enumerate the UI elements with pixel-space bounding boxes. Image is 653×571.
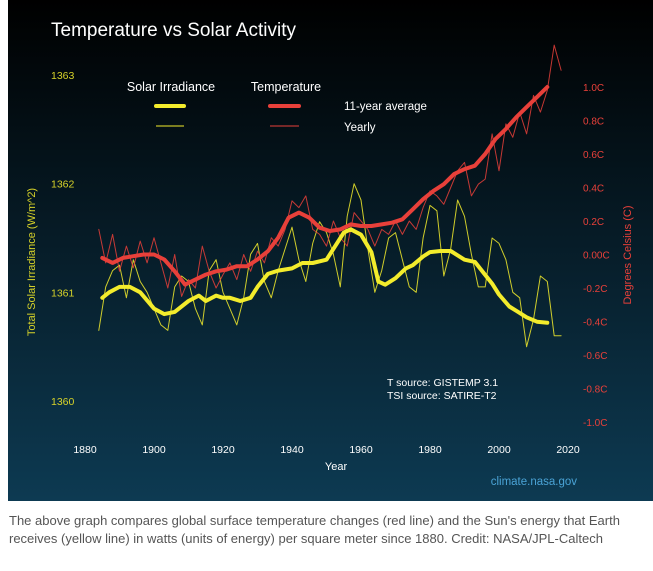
- figure-caption: The above graph compares global surface …: [9, 513, 620, 546]
- right-tick-label: 1.0C: [583, 83, 604, 94]
- x-tick-label: 2000: [487, 444, 511, 456]
- x-tick-label: 1880: [73, 444, 97, 456]
- right-tick-label: -0.4C: [583, 318, 607, 329]
- series-line-solar-yearly: [98, 183, 562, 348]
- right-tick-label: 0.6C: [583, 150, 604, 161]
- x-tick-label: 1960: [349, 444, 373, 456]
- source-annotation-tsi: TSI source: SATIRE-T2: [387, 390, 497, 402]
- x-axis-label: Year: [325, 461, 348, 473]
- left-axis-label: Total Solar Irradiance (W/m^2): [26, 188, 38, 336]
- x-tick-label: 1940: [280, 444, 304, 456]
- x-axis-ticks: 1880 1900 1920 1940 1960 1980 2000 2020: [73, 444, 580, 456]
- legend-average-label: 11-year average: [344, 101, 427, 113]
- right-tick-label: 0.8C: [583, 117, 604, 128]
- x-tick-label: 1920: [211, 444, 235, 456]
- right-tick-label: -0.2C: [583, 284, 607, 295]
- right-tick-label: -0.6C: [583, 351, 607, 362]
- left-tick-label: 1360: [51, 396, 75, 408]
- legend-yearly-label: Yearly: [344, 122, 376, 134]
- left-axis-ticks: 1360 1361 1362 1363: [51, 70, 75, 408]
- series-layer: [98, 44, 562, 348]
- right-axis-label: Degrees Celsius (C): [622, 205, 634, 304]
- chart-title: Temperature vs Solar Activity: [51, 20, 296, 41]
- left-tick-label: 1361: [51, 287, 75, 299]
- right-axis-ticks: -1.0C -0.8C -0.6C -0.4C -0.2C 0.00C 0.2C 0.4C 0.…: [583, 83, 610, 429]
- left-tick-label: 1363: [51, 70, 75, 82]
- right-tick-label: -1.0C: [583, 418, 607, 429]
- left-tick-label: 1362: [51, 179, 75, 191]
- series-line-solar-avg: [100, 227, 550, 325]
- series-line-temp-avg: [100, 85, 550, 287]
- x-tick-label: 1900: [142, 444, 166, 456]
- source-annotation-temperature: T source: GISTEMP 3.1: [387, 377, 498, 389]
- chart-panel: Temperature vs Solar Activity Solar Irra…: [8, 0, 653, 501]
- chart-svg: Temperature vs Solar Activity Solar Irra…: [8, 0, 653, 501]
- series-line-temp-yearly: [98, 44, 562, 297]
- right-tick-label: 0.2C: [583, 217, 604, 228]
- legend-temperature-heading: Temperature: [251, 80, 321, 94]
- x-tick-label: 1980: [418, 444, 442, 456]
- right-tick-label: 0.4C: [583, 184, 604, 195]
- right-tick-label: -0.8C: [583, 385, 607, 396]
- right-tick-label: 0.00C: [583, 251, 610, 262]
- x-tick-label: 2020: [556, 444, 580, 456]
- legend-solar-heading: Solar Irradiance: [127, 80, 215, 94]
- watermark: climate.nasa.gov: [491, 476, 578, 488]
